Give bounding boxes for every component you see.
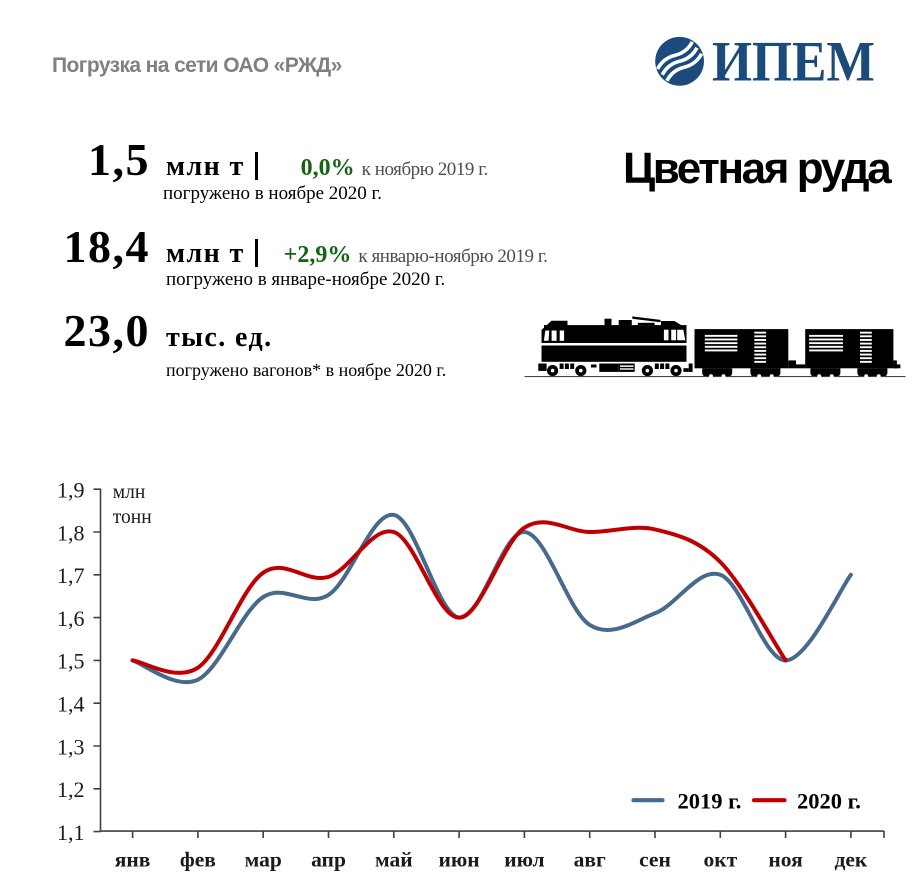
svg-text:тонн: тонн: [113, 507, 152, 528]
svg-text:дек: дек: [834, 848, 867, 872]
svg-text:фев: фев: [180, 848, 216, 872]
svg-text:1,8: 1,8: [57, 520, 85, 545]
svg-text:май: май: [375, 848, 413, 872]
svg-text:1,6: 1,6: [57, 606, 85, 631]
svg-text:апр: апр: [311, 848, 346, 872]
svg-text:1,3: 1,3: [57, 734, 85, 759]
svg-text:июн: июн: [438, 848, 479, 872]
svg-text:окт: окт: [703, 848, 737, 872]
svg-text:июл: июл: [504, 848, 544, 872]
svg-text:ИПЕМ: ИПЕМ: [712, 31, 875, 90]
svg-text:1,4: 1,4: [57, 692, 85, 717]
svg-text:авг: авг: [574, 848, 606, 872]
svg-text:1,7: 1,7: [57, 563, 85, 588]
svg-text:мар: мар: [245, 848, 282, 872]
svg-text:1,9: 1,9: [57, 478, 85, 503]
svg-text:янв: янв: [115, 848, 151, 872]
svg-text:2020 г.: 2020 г.: [797, 789, 861, 814]
svg-text:сен: сен: [639, 848, 671, 872]
svg-text:1,1: 1,1: [57, 820, 85, 845]
svg-text:2019 г.: 2019 г.: [678, 789, 742, 814]
svg-text:1,5: 1,5: [57, 649, 85, 674]
svg-text:млн: млн: [113, 482, 146, 503]
svg-text:ноя: ноя: [768, 848, 803, 872]
svg-text:1,2: 1,2: [57, 777, 85, 802]
